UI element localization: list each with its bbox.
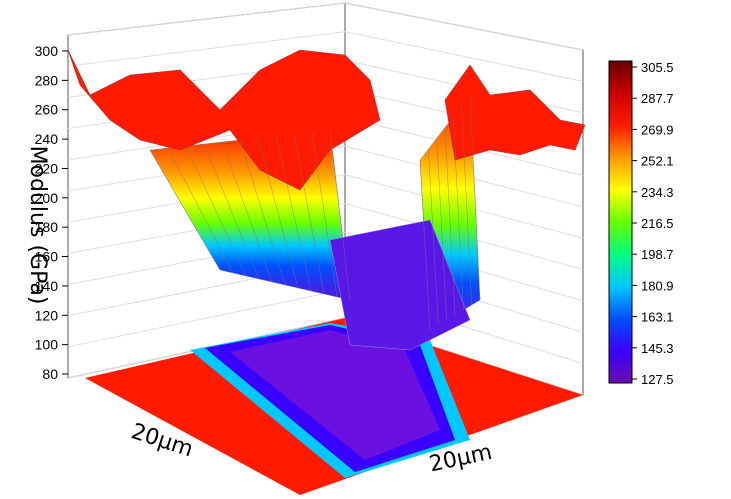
mesh-line [436, 138, 447, 321]
mesh-line [453, 116, 464, 311]
z-axis-title: Modulus (GPa) [25, 146, 50, 305]
gridline [67, 145, 584, 208]
colorbar-tick-label: 252.1 [641, 154, 674, 169]
z-tick-label: 220 [35, 160, 59, 176]
colorbar-tick-label: 180.9 [641, 278, 674, 293]
gridline [67, 31, 584, 82]
colorbar-tick-label: 127.5 [641, 372, 674, 387]
mesh-line [185, 145, 247, 277]
floor-contour-map [85, 318, 583, 495]
mesh-line [275, 135, 312, 292]
surface-trough [329, 219, 471, 351]
mesh-line [167, 147, 234, 274]
z-tick-label: 260 [35, 102, 59, 118]
colorbar-tick-label: 216.5 [641, 216, 674, 231]
mesh-line [239, 139, 286, 286]
surface-plateau-right [444, 64, 586, 161]
gridline [67, 231, 584, 302]
mesh-line [461, 105, 472, 306]
mesh-line [203, 143, 260, 280]
gridline [67, 2, 584, 51]
z-tick-label: 200 [35, 190, 59, 206]
floor-purple-core [230, 330, 440, 460]
surface-mesh [149, 94, 481, 331]
colorbar-tick-label: 305.5 [641, 60, 674, 75]
mesh-line [221, 141, 273, 283]
colorbar-tick-label: 198.7 [641, 247, 674, 262]
colorbar: 305.5 287.7 269.9 252.1 234.3 216.5 198.7 180.9… [608, 60, 674, 387]
z-tick-label: 140 [35, 278, 59, 294]
z-tick-label: 240 [35, 131, 59, 147]
colorbar-ticks: 305.5 287.7 269.9 252.1 234.3 216.5 198.7 180.9… [632, 60, 674, 387]
mesh-line [149, 149, 221, 271]
colorbar-tick-label: 163.1 [641, 310, 674, 325]
mesh-line [311, 131, 338, 298]
mesh-line [293, 133, 325, 295]
colorbar-tick-label: 145.3 [641, 341, 674, 356]
z-tick-label: 120 [35, 307, 59, 323]
mesh-line [428, 149, 439, 326]
z-tick-label: 80 [42, 366, 58, 382]
colorbar-tick-label: 287.7 [641, 91, 674, 106]
gridline [67, 174, 584, 239]
mesh-line [257, 137, 299, 289]
mesh-line [444, 127, 456, 316]
z-tick-label: 180 [35, 219, 59, 235]
colorbar-scale [608, 60, 633, 384]
z-axis-ticks: 80 100 120 140 160 180 200 220 240 260 280 300 [35, 43, 68, 382]
z-tick-label: 160 [35, 249, 59, 265]
z-tick-label: 100 [35, 337, 59, 353]
modulus-surface [67, 49, 586, 351]
z-tick-label: 280 [35, 72, 59, 88]
mesh-line [469, 94, 481, 301]
mesh-line [329, 129, 351, 301]
surface-plateau-left [67, 49, 381, 191]
mesh-line [419, 159, 431, 331]
colorbar-tick-label: 269.9 [641, 122, 674, 137]
z-tick-label: 300 [35, 43, 59, 59]
colorbar-tick-label: 234.3 [641, 185, 674, 200]
gridline [67, 202, 584, 271]
